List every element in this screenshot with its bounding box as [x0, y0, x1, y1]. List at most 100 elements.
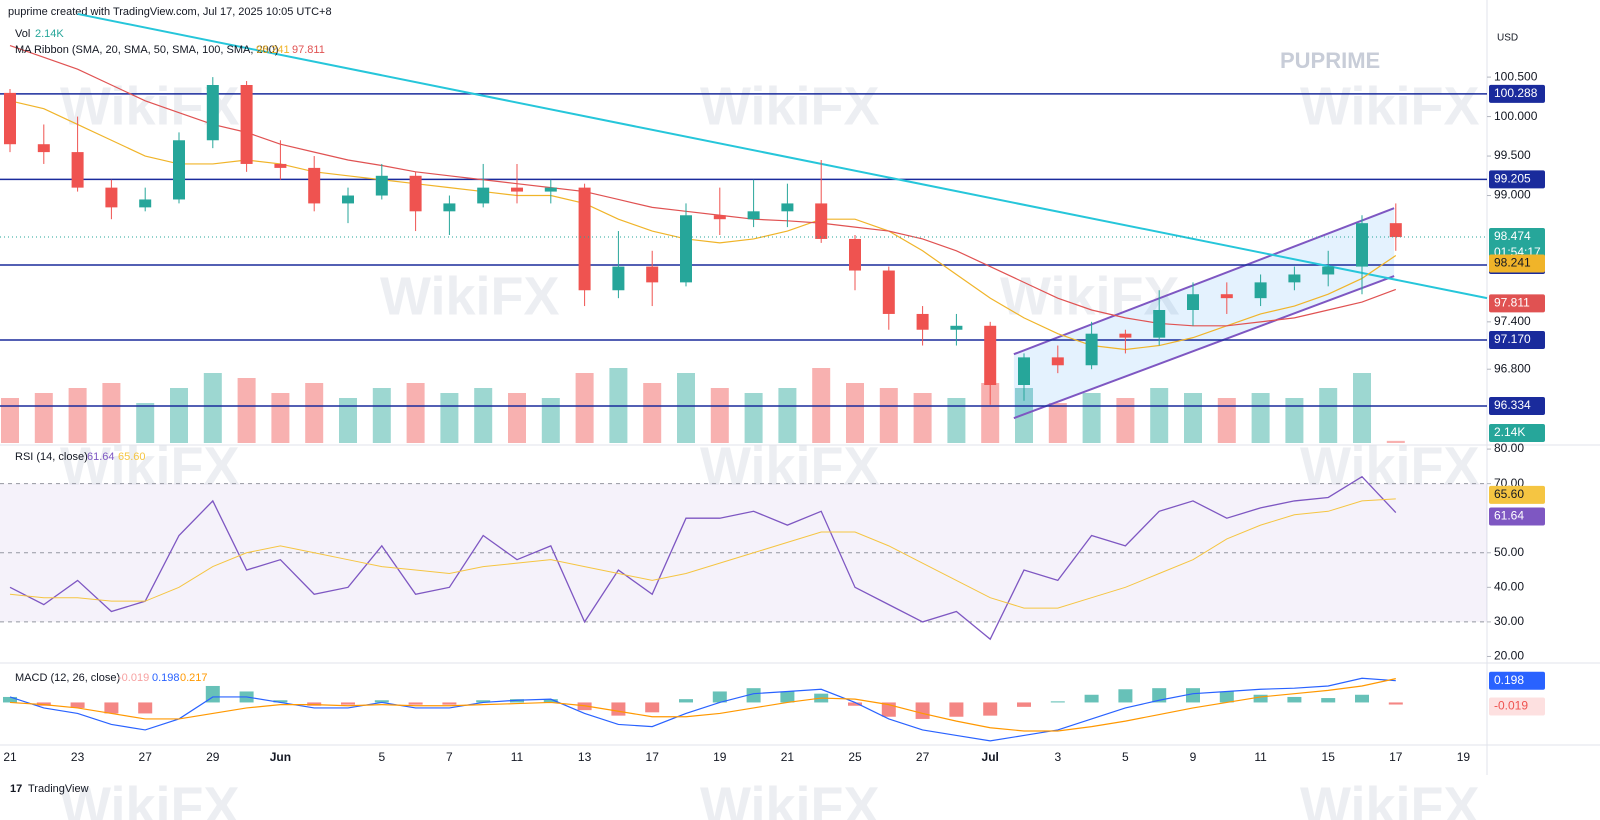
volume-label: 2.14K — [1494, 425, 1525, 439]
candle-body — [139, 199, 152, 208]
candle-body — [477, 187, 490, 204]
candle-body — [1254, 282, 1267, 299]
trendline — [77, 12, 1488, 300]
x-tick-label: 21 — [781, 750, 795, 764]
volume-bar — [744, 393, 763, 443]
macd-histogram — [374, 700, 389, 703]
y-tick-label: 96.800 — [1494, 361, 1531, 375]
legend-label: MACD (12, 26, close) — [15, 672, 120, 684]
candle-body — [1153, 310, 1166, 338]
candle-body — [375, 175, 388, 196]
x-tick-label: 7 — [446, 750, 453, 764]
volume-bar — [474, 388, 493, 443]
candle-body — [950, 325, 963, 330]
candle-body — [173, 140, 185, 200]
volume-bar — [1386, 440, 1405, 443]
level-label: 97.170 — [1494, 332, 1531, 346]
volume-bar — [1082, 393, 1101, 443]
macd-histogram — [205, 685, 220, 703]
volume-bar — [1217, 398, 1236, 443]
candle-body — [409, 175, 422, 212]
macd-histogram — [1186, 688, 1200, 703]
watermark: WikiFX — [1300, 436, 1480, 496]
macd-histogram — [408, 702, 423, 705]
legend-value: 65.60 — [118, 451, 146, 463]
x-tick-label: 19 — [713, 750, 727, 764]
watermark: WikiFX — [380, 266, 560, 326]
legend-value: 61.64 — [87, 451, 115, 463]
candle-body — [544, 187, 557, 192]
macd-histogram — [611, 702, 626, 716]
candle-body — [849, 238, 861, 271]
volume-label-box — [1489, 424, 1545, 442]
candle-body — [646, 266, 659, 283]
y-tick-label: 50.00 — [1494, 545, 1524, 559]
macd-histogram — [1017, 702, 1031, 707]
brand: PUPRIME — [1280, 48, 1380, 73]
volume-bar — [508, 393, 526, 443]
volume-bar — [981, 383, 1000, 443]
candle-body — [37, 144, 50, 153]
macd-histogram — [1118, 689, 1133, 703]
candle-body — [342, 195, 354, 204]
volume-bar — [339, 398, 357, 443]
y-tick-label: 30.00 — [1494, 614, 1524, 628]
watermark: WikiFX — [60, 776, 240, 820]
x-tick-label: 5 — [1122, 750, 1129, 764]
y-tick-label: 40.00 — [1494, 580, 1524, 594]
candle-body — [511, 187, 523, 192]
watermark: WikiFX — [700, 776, 880, 820]
legend-value: 98.241 — [256, 44, 290, 56]
y-tick-label: 100.500 — [1494, 69, 1538, 83]
x-tick-label: 17 — [646, 750, 660, 764]
candle-body — [206, 85, 219, 141]
macd-histogram — [3, 696, 17, 703]
level-label: 100.288 — [1494, 86, 1538, 100]
watermark: WikiFX — [1000, 266, 1180, 326]
level-label-box — [1489, 331, 1545, 349]
volume-bar — [947, 398, 966, 443]
histogram-label-box — [1489, 697, 1545, 716]
x-tick-label: 13 — [578, 750, 592, 764]
candle-body — [984, 325, 997, 385]
footer: TradingView — [28, 783, 89, 795]
legend-label: MA Ribbon (SMA, 20, SMA, 50, SMA, 100, S… — [15, 44, 279, 56]
channel-line — [1013, 207, 1395, 356]
x-tick-label: 19 — [1457, 750, 1471, 764]
y-tick-label: 100.000 — [1494, 109, 1538, 123]
macd-histogram — [848, 702, 862, 706]
x-tick-label: 17 — [1389, 750, 1403, 764]
last-price-box — [1489, 228, 1545, 263]
candle-body — [1356, 223, 1368, 267]
candle-body — [240, 85, 253, 164]
macd-histogram — [780, 691, 795, 703]
candle-body — [680, 215, 692, 283]
candle-body — [1288, 274, 1301, 283]
x-tick-label: 15 — [1322, 750, 1336, 764]
macd-histogram — [949, 702, 964, 717]
last-price-label: 98.474 — [1494, 229, 1531, 243]
macd-line — [9, 678, 1396, 732]
macd-histogram — [645, 702, 660, 713]
level-label-box — [1489, 170, 1545, 189]
macd-histogram — [1355, 694, 1369, 703]
candle-body — [4, 92, 16, 145]
volume-bar — [575, 373, 594, 443]
macd-histogram — [442, 702, 457, 705]
macd-histogram — [138, 702, 153, 714]
candle-body — [274, 163, 287, 168]
macd-histogram — [1050, 701, 1065, 703]
volume-bar — [372, 388, 391, 443]
macd-histogram — [1084, 694, 1099, 703]
candle-body — [882, 270, 895, 314]
watermark: WikiFX — [1300, 76, 1480, 136]
macd-histogram — [915, 702, 930, 719]
histogram-label: -0.019 — [1494, 699, 1528, 713]
macd-histogram — [679, 699, 693, 703]
x-tick-label: 9 — [1190, 750, 1197, 764]
volume-bar — [879, 388, 898, 443]
volume-bar — [846, 383, 864, 443]
candle-body — [308, 167, 321, 204]
